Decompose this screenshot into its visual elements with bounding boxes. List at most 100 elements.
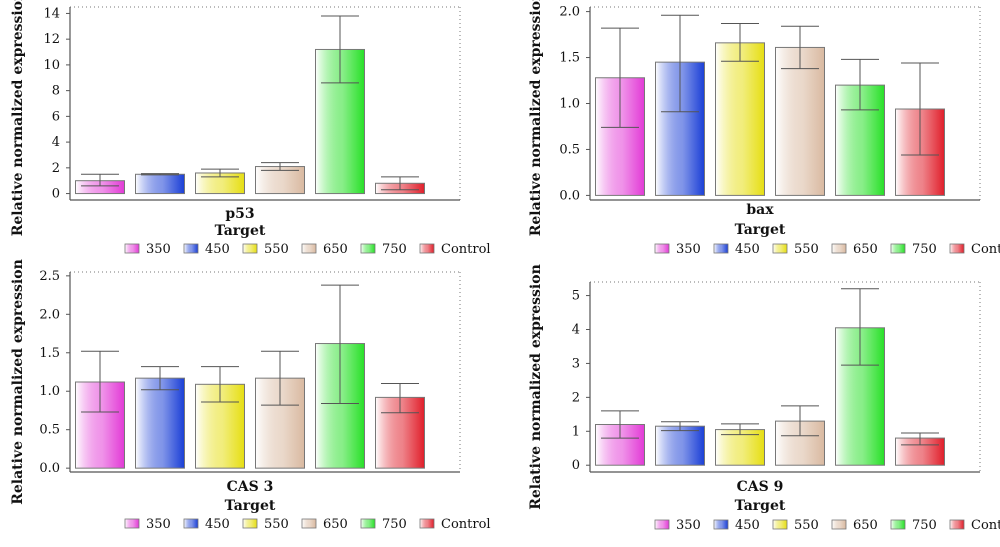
error-bar-550 [721,423,759,436]
legend-swatch [772,519,788,530]
error-bar-350 [81,173,119,187]
error-bar-550 [201,168,239,178]
legend-item-control: Control [419,517,491,532]
legend-item-550: 550 [772,242,819,257]
y-axis-title: Relative normalized expression [528,264,544,510]
legend-item-450: 450 [183,242,230,257]
legend-item-550: 550 [242,242,289,257]
error-bar-450 [141,173,179,176]
y-tick-label: 2 [52,161,60,176]
y-tick-label: 2.5 [39,269,60,284]
legend-swatch [301,243,317,254]
legend-item-750: 750 [890,242,937,257]
legend-swatch [183,518,199,529]
error-bar-control [901,432,939,446]
target-label: bax [746,202,774,218]
legend-swatch [124,518,140,529]
legend-label: 750 [382,517,407,532]
legend-item-650: 650 [831,518,878,533]
legend-item-350: 350 [654,518,701,533]
legend-label: 350 [676,242,701,257]
legend-item-550: 550 [242,517,289,532]
bar-450 [655,425,705,466]
legend-label: 550 [264,517,289,532]
y-tick-label: 1.0 [39,384,60,399]
legend: 350 450 550 650 750 Control [124,517,491,532]
legend-item-650: 650 [831,242,878,257]
y-tick-label: 2.0 [559,5,580,20]
x-axis-title: Target [735,498,786,514]
y-tick-label: 14 [43,6,60,21]
legend-item-450: 450 [183,517,230,532]
bar-450 [135,173,185,195]
legend-label: Control [441,242,491,257]
y-tick-label: 5 [572,289,580,304]
error-bar-450 [661,14,699,113]
error-bar-350 [601,27,639,128]
legend-swatch [654,519,670,530]
x-axis-title: Target [225,498,276,514]
error-bar-650 [261,162,299,171]
y-tick-label: 0.5 [559,142,580,157]
target-label: CAS 9 [737,479,784,495]
chart-panel-3: 0.0 0.5 1.0 1.5 2.0 2.5 CAS 3 Target Relative no… [10,259,491,532]
legend-item-350: 350 [124,517,171,532]
y-tick-label: 0.0 [39,461,60,476]
error-bar-450 [141,366,179,391]
legend-label: 750 [912,242,937,257]
legend-item-control: Control [949,518,1000,533]
error-bar-650 [781,25,819,70]
y-tick-label: 1.0 [559,97,580,112]
bar-650 [775,46,825,196]
y-tick-label: 8 [52,84,60,99]
legend-item-550: 550 [772,518,819,533]
legend-item-650: 650 [301,242,348,257]
legend-swatch [890,519,906,530]
error-bar-350 [81,350,119,413]
x-axis-title: Target [735,222,786,238]
legend-swatch [242,243,258,254]
legend-label: Control [971,518,1000,533]
legend-label: 550 [794,242,819,257]
y-tick-label: 10 [43,58,60,73]
legend-label: 650 [323,242,348,257]
error-bar-750 [321,284,359,405]
error-bar-control [381,176,419,191]
y-tick-label: 4 [572,323,580,338]
y-axis-title: Relative normalized expression [10,259,26,505]
y-tick-label: 0 [52,187,60,202]
legend-label: 650 [853,518,878,533]
legend-item-350: 350 [124,242,171,257]
y-tick-label: 2.0 [39,307,60,322]
legend-label: 650 [323,517,348,532]
legend-swatch [654,243,670,254]
y-tick-label: 4 [52,135,60,150]
legend-swatch [772,243,788,254]
legend-label: 450 [205,242,230,257]
legend-swatch [949,243,965,254]
legend-label: Control [971,242,1000,257]
legend-swatch [949,519,965,530]
legend: 350 450 550 650 750 Control [654,242,1000,257]
legend-label: 550 [794,518,819,533]
legend-item-450: 450 [713,242,760,257]
error-bar-750 [841,288,879,366]
y-tick-label: 12 [43,32,60,47]
legend: 350 450 550 650 750 Control [654,518,1000,533]
error-bar-550 [201,366,239,403]
bar-450 [135,377,185,469]
legend-item-450: 450 [713,518,760,533]
legend-label: 750 [912,518,937,533]
legend-swatch [713,243,729,254]
y-axis-title: Relative normalized expression [528,0,544,236]
legend-swatch [713,519,729,530]
error-bar-550 [721,23,759,62]
legend-label: 450 [735,518,760,533]
legend-label: 550 [264,242,289,257]
legend-label: 650 [853,242,878,257]
chart-panel-4: 0 1 2 3 4 5 CAS 9 Target Relative normalized exp… [528,264,1000,533]
y-tick-label: 0.0 [559,188,580,203]
legend-label: 350 [146,242,171,257]
